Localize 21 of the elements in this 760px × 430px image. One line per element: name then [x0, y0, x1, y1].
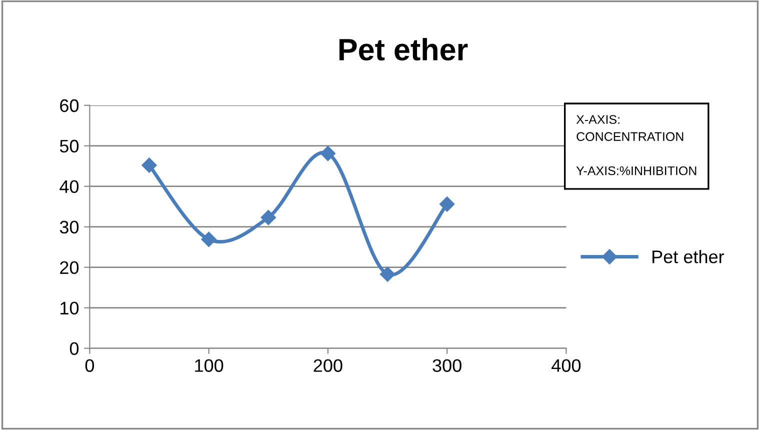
y-tick-label: 50	[60, 140, 79, 153]
y-tick-label: 0	[70, 342, 79, 356]
point	[142, 158, 157, 173]
y-tick-label: 60	[60, 99, 79, 112]
x-tick-label: 400	[552, 359, 581, 372]
y-tick-label: 20	[60, 261, 79, 274]
point	[440, 196, 455, 212]
point	[201, 232, 216, 247]
x-tick-label: 200	[314, 359, 342, 372]
y-tick-label: 30	[60, 220, 79, 234]
x-tick-label: 300	[432, 359, 462, 372]
point	[260, 210, 276, 226]
x-tick-label: 100	[195, 359, 224, 372]
legend-label: Pet ether	[652, 250, 724, 264]
text: X-AXIS: CONCENTRATION Y-AXIS:%INHIBITION	[576, 115, 696, 176]
point	[380, 266, 396, 282]
point	[320, 146, 336, 162]
x-tick-label: 0	[85, 359, 94, 372]
chart-title: Pet ether	[339, 38, 468, 60]
y-tick-label: 40	[60, 180, 79, 194]
y-tick-label: 10	[60, 302, 79, 315]
